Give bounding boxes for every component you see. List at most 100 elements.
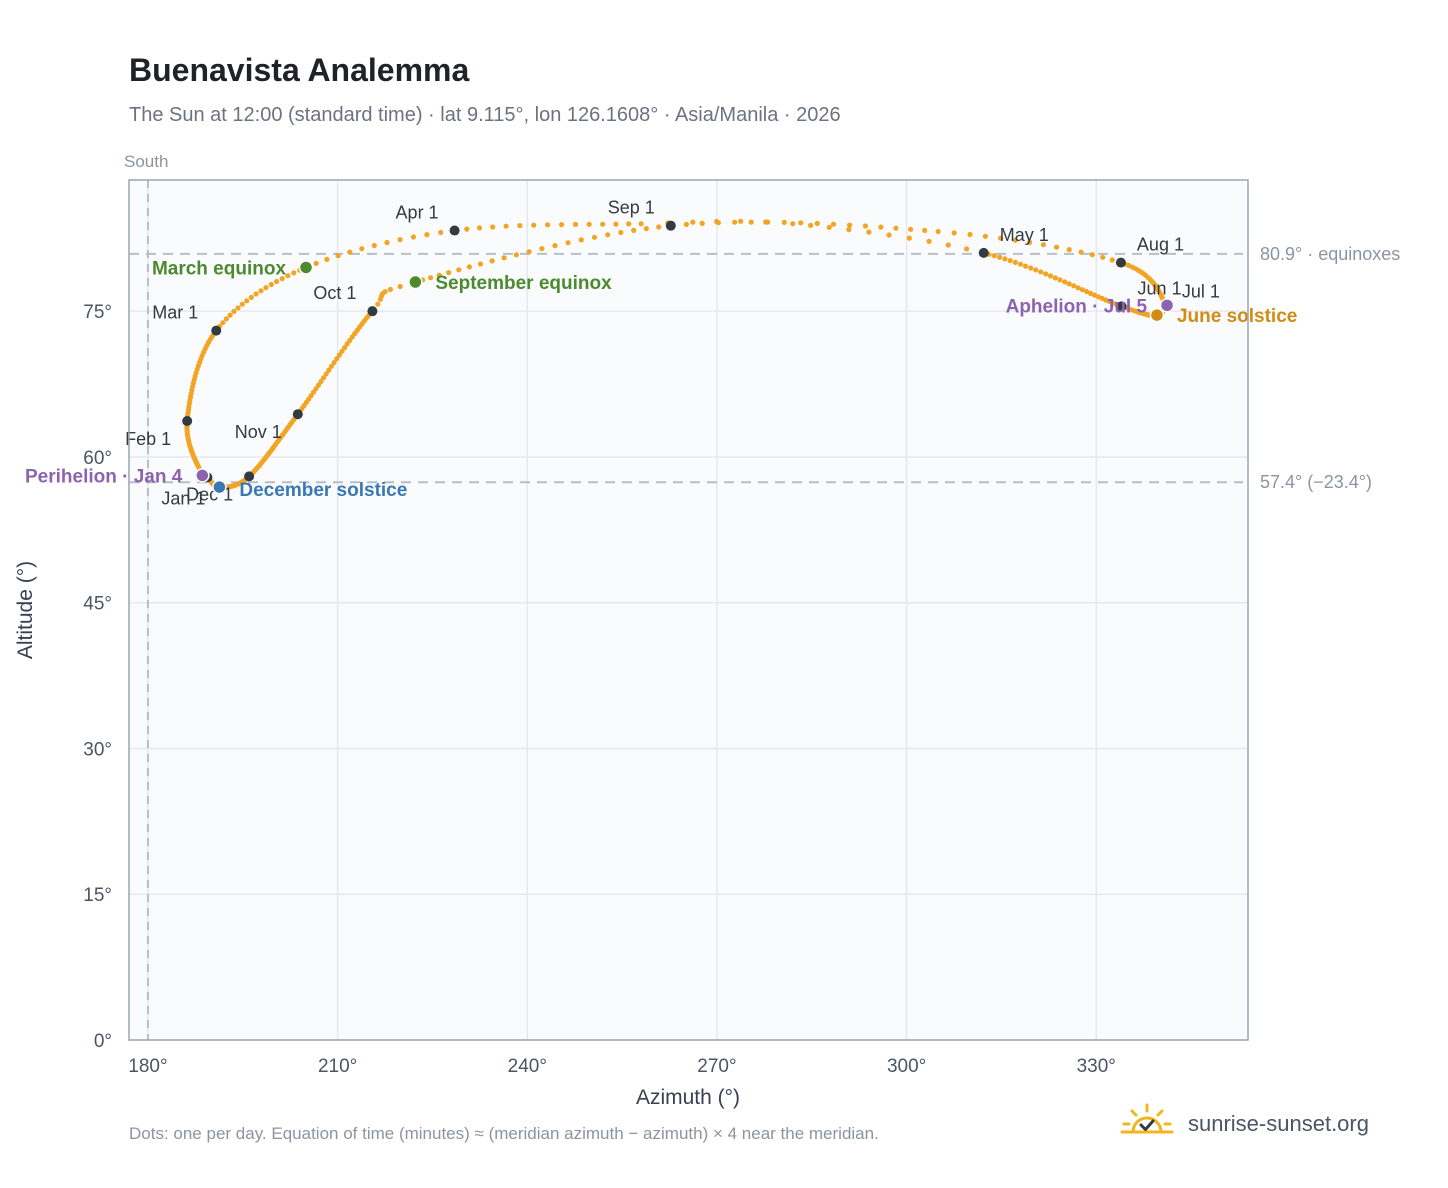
day-dot [997, 254, 1003, 260]
day-dot [248, 294, 254, 300]
day-dot [572, 221, 579, 227]
day-dot [375, 301, 381, 307]
month-label: Jan 1 [161, 488, 205, 508]
chart-title: Buenavista Analemma [129, 52, 470, 88]
day-dot [945, 242, 951, 248]
y-tick-label: 60° [83, 448, 112, 469]
y-axis-label: Altitude (°) [14, 561, 37, 659]
day-dot [964, 246, 970, 252]
day-dot [1017, 261, 1024, 267]
day-dot [1071, 283, 1077, 289]
event-label: June solstice [1177, 306, 1297, 327]
day-dot [342, 345, 348, 351]
day-dot [808, 222, 814, 228]
day-dot [235, 305, 241, 311]
day-dot [545, 222, 551, 228]
day-dot [690, 219, 696, 225]
day-dot [798, 220, 804, 226]
day-dot [1062, 279, 1068, 285]
day-dot [748, 219, 754, 225]
day-dot [371, 242, 377, 249]
month-label: May 1 [1000, 225, 1049, 245]
y-tick-label: 75° [83, 302, 112, 323]
day-dot [220, 320, 226, 326]
event-label: September equinox [435, 273, 612, 294]
day-dot [285, 273, 291, 279]
day-dot [683, 221, 690, 227]
day-dot [239, 301, 245, 307]
day-dot [846, 227, 852, 233]
day-dot [715, 220, 722, 226]
day-dot [334, 356, 340, 362]
day-dot [477, 261, 484, 267]
day-dot [1012, 259, 1018, 265]
day-dot [326, 367, 332, 373]
day-dot [908, 226, 914, 232]
day-dot [227, 312, 233, 318]
day-dot [397, 283, 403, 290]
day-dot [328, 363, 335, 369]
month-label: Oct 1 [313, 283, 356, 303]
day-dot [631, 227, 637, 233]
day-dot [765, 219, 771, 225]
event-label: December solstice [239, 480, 407, 501]
event-marker [1159, 298, 1175, 313]
day-dot [384, 239, 390, 246]
day-dot [1040, 242, 1046, 248]
day-dot [456, 267, 462, 273]
day-dot [339, 348, 345, 354]
day-dot [279, 276, 285, 282]
day-dot [1089, 252, 1095, 258]
day-dot [578, 237, 584, 243]
chart-subtitle: The Sun at 12:00 (standard time) · lat 9… [129, 104, 841, 126]
day-dot [814, 220, 820, 226]
day-dot [1075, 285, 1081, 291]
sun-check-logo-icon [1120, 1102, 1174, 1147]
month-label: Mar 1 [152, 303, 198, 323]
day-dot [436, 272, 442, 278]
day-dot [906, 235, 912, 241]
day-dot [253, 291, 259, 297]
day-dot [268, 281, 274, 288]
day-dot [476, 225, 483, 231]
event-markers: March equinox September equinox June solst… [25, 258, 1297, 501]
day-dot [1084, 288, 1090, 295]
x-tick-label: 330° [1077, 1056, 1116, 1077]
day-dot [513, 252, 520, 258]
month-marker [182, 415, 193, 426]
month-markers: Jan 1 Feb 1 Mar 1 Apr 1 May 1 Jun 1 Jul 1 Aug 1… [125, 198, 1220, 509]
day-dot [605, 232, 611, 238]
x-tick-label: 210° [318, 1056, 357, 1077]
day-dot [862, 223, 869, 229]
day-dot [517, 223, 523, 229]
event-marker [408, 274, 423, 290]
day-dot [1100, 254, 1106, 260]
event-label: March equinox [152, 258, 287, 279]
day-dot [466, 264, 472, 270]
day-dot [638, 221, 644, 227]
day-dot [489, 258, 495, 264]
day-dot [1088, 290, 1094, 296]
day-dot [886, 232, 892, 238]
reference-lines: 80.9° · equinoxes 57.4° (−23.4°) [129, 180, 1400, 1040]
day-dot [893, 225, 899, 231]
day-dot [738, 218, 744, 224]
day-dot [626, 221, 632, 227]
brand[interactable]: sunrise-sunset.org [1120, 1102, 1369, 1146]
day-dot [830, 221, 837, 227]
day-dot [1078, 249, 1084, 255]
day-dot [274, 278, 280, 285]
day-dot [1012, 237, 1018, 243]
x-tick-label: 180° [128, 1056, 167, 1077]
reference-line-label: 57.4° (−23.4°) [1260, 472, 1372, 492]
day-dot [313, 260, 319, 266]
day-dot [1033, 267, 1039, 273]
day-dot [410, 234, 416, 240]
day-dot [552, 243, 558, 249]
day-dot [1007, 258, 1013, 264]
month-label: Sep 1 [608, 198, 655, 218]
plot-frame [128, 179, 1249, 1041]
day-dot [526, 249, 532, 255]
day-dot [387, 286, 393, 293]
